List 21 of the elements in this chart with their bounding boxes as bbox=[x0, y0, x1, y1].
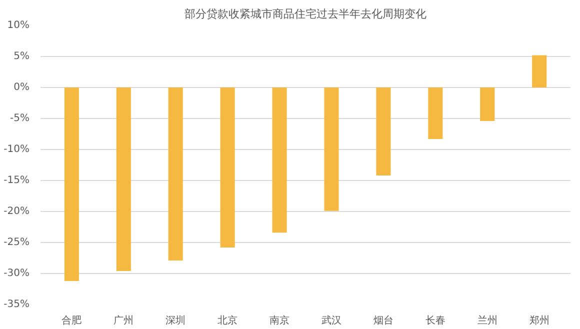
x-tick-label: 北京 bbox=[218, 314, 238, 326]
x-tick-label: 广州 bbox=[114, 314, 134, 326]
x-tick-label: 郑州 bbox=[529, 314, 550, 326]
y-tick-label: 0% bbox=[14, 82, 30, 93]
y-tick-label: -20% bbox=[4, 206, 30, 217]
x-tick-label: 深圳 bbox=[166, 314, 186, 326]
chart-title: 部分贷款收紧城市商品住宅过去半年去化周期变化 bbox=[184, 8, 426, 20]
y-tick-label: -5% bbox=[10, 113, 30, 124]
x-tick-label: 合肥 bbox=[62, 314, 82, 326]
x-tick-label: 烟台 bbox=[373, 314, 394, 326]
y-tick-label: -35% bbox=[4, 299, 30, 310]
y-tick-label: 5% bbox=[14, 51, 30, 62]
y-tick-label: -10% bbox=[4, 144, 30, 155]
x-tick-label: 武汉 bbox=[321, 314, 342, 326]
y-tick-label: 10% bbox=[7, 20, 30, 31]
y-tick-label: -15% bbox=[4, 175, 30, 186]
x-tick-label: 兰州 bbox=[477, 314, 498, 326]
x-tick-label: 南京 bbox=[270, 314, 290, 326]
y-tick-label: -25% bbox=[4, 237, 30, 248]
x-tick-label: 长春 bbox=[425, 314, 446, 326]
y-tick-label: -30% bbox=[4, 268, 30, 279]
